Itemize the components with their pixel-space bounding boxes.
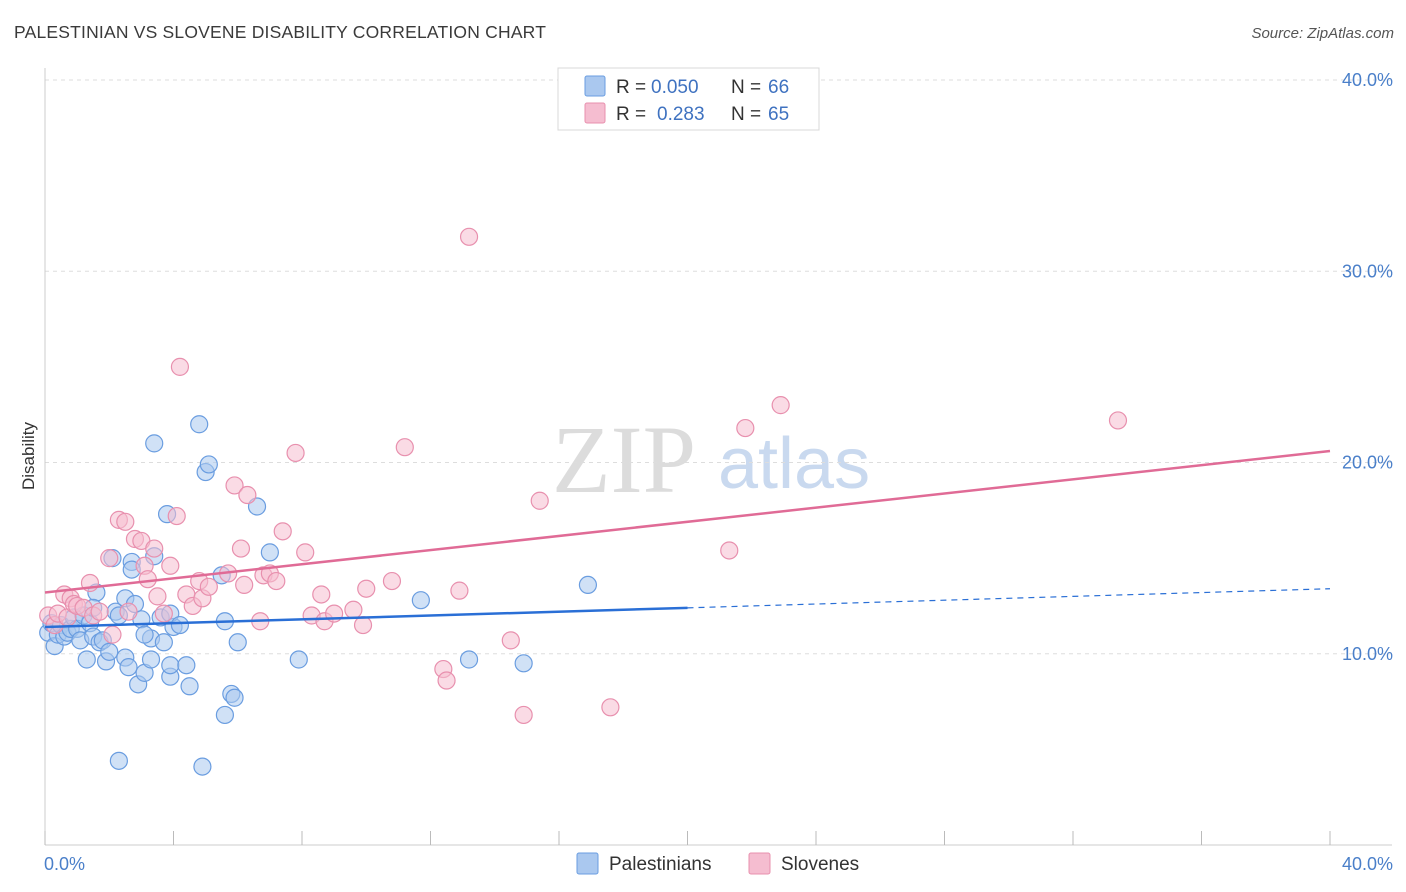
point-slovenes-31 — [199, 577, 218, 596]
point-slovenes-50 — [357, 579, 376, 598]
point-slovenes-60 — [601, 698, 620, 717]
legend-n-value-1: 66 — [768, 77, 789, 98]
point-palestinians-50 — [225, 688, 244, 707]
point-palestinians-62 — [215, 705, 234, 725]
bottom-legend-palestinians: Palestinians — [609, 854, 711, 875]
legend-r-label-2: R = — [616, 104, 646, 125]
point-slovenes-15 — [116, 512, 135, 531]
point-palestinians-32 — [141, 650, 161, 669]
bottom-legend-swatch-palestinians — [576, 852, 599, 875]
point-slovenes-58 — [514, 705, 533, 725]
point-slovenes-45 — [312, 585, 331, 604]
point-slovenes-55 — [450, 581, 469, 600]
point-slovenes-34 — [231, 539, 251, 558]
y-tick-label-20: 20.0% — [1342, 453, 1393, 473]
point-slovenes-25 — [167, 506, 186, 526]
point-palestinians-12 — [77, 650, 96, 669]
point-slovenes-23 — [154, 604, 173, 623]
source-label: Source: ZipAtlas.com — [1251, 25, 1394, 42]
point-slovenes-20 — [138, 570, 157, 589]
point-slovenes-33 — [225, 476, 244, 495]
point-palestinians-55 — [411, 591, 430, 610]
point-palestinians-65 — [170, 615, 190, 635]
legend-n-label-2: N = — [731, 104, 761, 125]
point-slovenes-48 — [344, 600, 363, 619]
point-palestinians-19 — [100, 642, 119, 661]
point-slovenes-12 — [100, 549, 119, 568]
point-slovenes-64 — [1108, 411, 1128, 430]
point-slovenes-52 — [395, 438, 414, 457]
y-tick-label-40: 40.0% — [1342, 70, 1393, 90]
x-tick-label-min: 0.0% — [44, 854, 85, 874]
trend-line-palestinians — [44, 606, 688, 629]
trend-lines — [44, 449, 1331, 629]
trend-line-slovenes — [44, 449, 1331, 594]
point-slovenes-59 — [530, 491, 549, 510]
watermark-zip: ZIP — [552, 406, 696, 513]
point-slovenes-40 — [267, 571, 286, 591]
data-points — [39, 227, 1128, 776]
point-palestinians-37 — [154, 633, 173, 652]
point-palestinians-61 — [193, 757, 212, 776]
point-slovenes-11 — [90, 602, 109, 621]
point-palestinians-53 — [260, 543, 279, 562]
point-slovenes-54 — [437, 671, 456, 690]
point-slovenes-13 — [103, 625, 122, 644]
trend-line-palestinians-extension — [687, 588, 1331, 609]
point-palestinians-57 — [514, 654, 533, 673]
point-slovenes-26 — [170, 357, 190, 376]
bottom-legend: Palestinians Slovenes — [576, 852, 859, 875]
point-slovenes-43 — [296, 543, 315, 562]
grid — [45, 79, 1392, 655]
point-palestinians-54 — [289, 650, 308, 669]
point-palestinians-64 — [135, 625, 154, 644]
y-tick-label-10: 10.0% — [1342, 644, 1393, 664]
point-slovenes-35 — [235, 575, 254, 595]
chart-title: PALESTINIAN VS SLOVENE DISABILITY CORREL… — [14, 22, 547, 42]
point-palestinians-43 — [180, 677, 199, 696]
point-slovenes-49 — [353, 615, 373, 635]
axes: 10.0% 20.0% 30.0% 40.0% 0.0% 40.0% — [44, 68, 1393, 874]
point-slovenes-21 — [145, 539, 164, 558]
point-palestinians-60 — [109, 751, 128, 770]
bottom-legend-slovenes: Slovenes — [781, 854, 859, 875]
legend-n-value-2: 65 — [768, 104, 789, 125]
point-palestinians-40 — [161, 656, 180, 675]
point-slovenes-22 — [148, 587, 167, 606]
y-axis-label: Disability — [19, 421, 38, 490]
point-slovenes-24 — [161, 556, 180, 575]
point-palestinians-46 — [199, 455, 218, 474]
legend-r-label-1: R = — [616, 77, 646, 98]
point-slovenes-62 — [736, 418, 755, 438]
watermark-atlas: atlas — [718, 424, 870, 504]
point-slovenes-42 — [286, 443, 305, 463]
point-slovenes-56 — [459, 227, 479, 246]
point-slovenes-57 — [501, 631, 520, 650]
point-palestinians-34 — [145, 434, 164, 453]
point-slovenes-63 — [771, 396, 790, 415]
point-palestinians-42 — [177, 656, 196, 675]
legend-swatch-pink — [584, 102, 606, 124]
point-palestinians-25 — [119, 658, 138, 677]
legend-r-value-1: 0.050 — [651, 77, 699, 98]
point-slovenes-51 — [382, 571, 402, 591]
point-slovenes-41 — [273, 522, 292, 541]
y-tick-label-30: 30.0% — [1342, 261, 1393, 281]
point-slovenes-61 — [720, 541, 739, 560]
point-slovenes-16 — [119, 602, 138, 621]
x-tick-label-max: 40.0% — [1342, 854, 1393, 874]
point-slovenes-36 — [238, 485, 257, 505]
point-palestinians-56 — [459, 650, 479, 669]
legend: R = 0.050 N = 66 R = 0.283 N = 65 — [557, 67, 820, 131]
legend-r-value-2: 0.283 — [657, 104, 705, 125]
point-palestinians-44 — [190, 415, 209, 434]
point-palestinians-51 — [228, 633, 247, 652]
point-palestinians-58 — [578, 575, 598, 595]
legend-swatch-blue — [584, 75, 606, 97]
bottom-legend-swatch-slovenes — [748, 852, 771, 875]
legend-n-label-1: N = — [731, 77, 761, 98]
